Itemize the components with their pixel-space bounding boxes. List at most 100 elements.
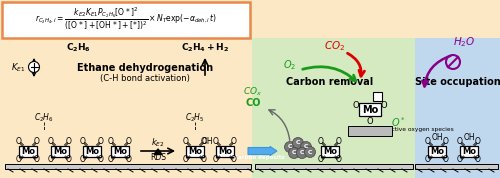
Text: $\mathbf{C_2H_4 + H_2}$: $\mathbf{C_2H_4 + H_2}$ [181, 42, 229, 54]
Text: OH: OH [201, 137, 213, 145]
Text: Mo: Mo [53, 146, 67, 156]
Text: O: O [16, 156, 22, 164]
Text: O: O [66, 156, 72, 164]
Text: O: O [318, 156, 324, 164]
Text: O: O [183, 156, 189, 164]
Polygon shape [154, 149, 162, 155]
Bar [252, 38, 415, 178]
Text: C: C [288, 145, 292, 150]
Text: O: O [183, 137, 189, 146]
Text: $CO_2$: $CO_2$ [324, 39, 345, 53]
Circle shape [288, 148, 300, 158]
Text: O: O [126, 156, 132, 164]
Text: OH: OH [463, 134, 475, 143]
Bar [415, 38, 500, 178]
Text: $k_{E2}$: $k_{E2}$ [151, 137, 165, 149]
Text: $H_2O$: $H_2O$ [453, 35, 475, 49]
Text: Carbon removal: Carbon removal [286, 77, 374, 87]
Text: O: O [34, 137, 40, 146]
Text: O: O [108, 137, 114, 146]
Text: Mo: Mo [218, 146, 232, 156]
Text: Ethane dehydrogenation: Ethane dehydrogenation [77, 63, 213, 73]
Text: $O^*$: $O^*$ [390, 115, 406, 129]
Bar [348, 126, 392, 136]
Text: O: O [475, 156, 481, 164]
Text: Site occupation: Site occupation [415, 77, 500, 87]
Bar [111, 145, 129, 156]
Text: O: O [425, 156, 431, 164]
Text: O: O [201, 137, 207, 146]
Text: O: O [336, 156, 342, 164]
Bar [460, 145, 478, 156]
Text: $\mathbf{C_2H_6}$: $\mathbf{C_2H_6}$ [66, 42, 90, 54]
Text: O: O [457, 156, 463, 164]
Bar [51, 145, 69, 156]
Text: Mo: Mo [430, 146, 444, 156]
Text: O: O [318, 137, 324, 146]
Text: $C_2H_5$: $C_2H_5$ [185, 112, 205, 124]
Text: C: C [296, 140, 300, 145]
Circle shape [304, 146, 316, 158]
Bar [19, 145, 37, 156]
Text: $O_2$: $O_2$ [284, 58, 296, 72]
Text: RDS: RDS [150, 153, 166, 161]
Circle shape [292, 137, 304, 148]
Text: O: O [16, 137, 22, 146]
Text: O: O [48, 137, 54, 146]
Text: O: O [98, 137, 104, 146]
Text: O: O [98, 156, 104, 164]
Text: O: O [457, 137, 463, 146]
Text: O: O [443, 156, 449, 164]
Text: O: O [48, 156, 54, 164]
Text: O: O [475, 137, 481, 146]
Text: Mo: Mo [462, 146, 476, 156]
Text: Mo: Mo [323, 146, 337, 156]
FancyArrow shape [248, 146, 277, 156]
Text: O: O [443, 137, 449, 146]
Text: C: C [300, 151, 304, 156]
FancyBboxPatch shape [2, 2, 250, 38]
Bar [359, 103, 381, 116]
Text: O: O [336, 137, 342, 146]
Text: C: C [292, 151, 296, 156]
Text: O: O [352, 101, 360, 111]
Text: O: O [126, 137, 132, 146]
Bar [321, 145, 339, 156]
Text: O: O [425, 137, 431, 146]
Text: Mo: Mo [113, 146, 127, 156]
Text: Carbon deposits: Carbon deposits [234, 156, 284, 161]
Bar [428, 145, 446, 156]
Text: O: O [80, 137, 86, 146]
Text: O: O [231, 137, 237, 146]
Text: O: O [366, 117, 374, 127]
Text: $C_2H_6$: $C_2H_6$ [34, 112, 54, 124]
Text: $r_{C_2H_4,i} = \dfrac{k_{E2}K_{E1}P_{C_2H_6}[\mathrm{O*}]^2}{([\mathrm{O*}]+[\m: $r_{C_2H_4,i} = \dfrac{k_{E2}K_{E1}P_{C_… [35, 6, 217, 32]
Circle shape [296, 148, 308, 158]
Text: O: O [34, 156, 40, 164]
Circle shape [284, 142, 296, 153]
Text: O: O [66, 137, 72, 146]
Bar [5, 164, 251, 169]
Bar [255, 164, 413, 169]
Circle shape [28, 62, 40, 72]
Text: O: O [108, 156, 114, 164]
Text: C: C [304, 145, 308, 150]
Text: Mo: Mo [188, 146, 202, 156]
Bar [186, 145, 204, 156]
Bar [83, 145, 101, 156]
Text: O: O [213, 137, 219, 146]
Text: OH: OH [431, 134, 443, 143]
Text: (C-H bond activation): (C-H bond activation) [100, 75, 190, 83]
Text: O: O [231, 156, 237, 164]
Text: O: O [213, 156, 219, 164]
Text: C: C [308, 150, 312, 155]
Text: Mo: Mo [362, 105, 378, 115]
Text: $CO_x$: $CO_x$ [244, 86, 262, 98]
Text: O: O [80, 156, 86, 164]
Text: reactive oxygen species: reactive oxygen species [382, 127, 454, 132]
Bar [216, 145, 234, 156]
Text: CO: CO [245, 98, 261, 108]
Text: O: O [201, 156, 207, 164]
Text: $K_{E1}$: $K_{E1}$ [11, 62, 25, 74]
Text: Mo: Mo [85, 146, 99, 156]
